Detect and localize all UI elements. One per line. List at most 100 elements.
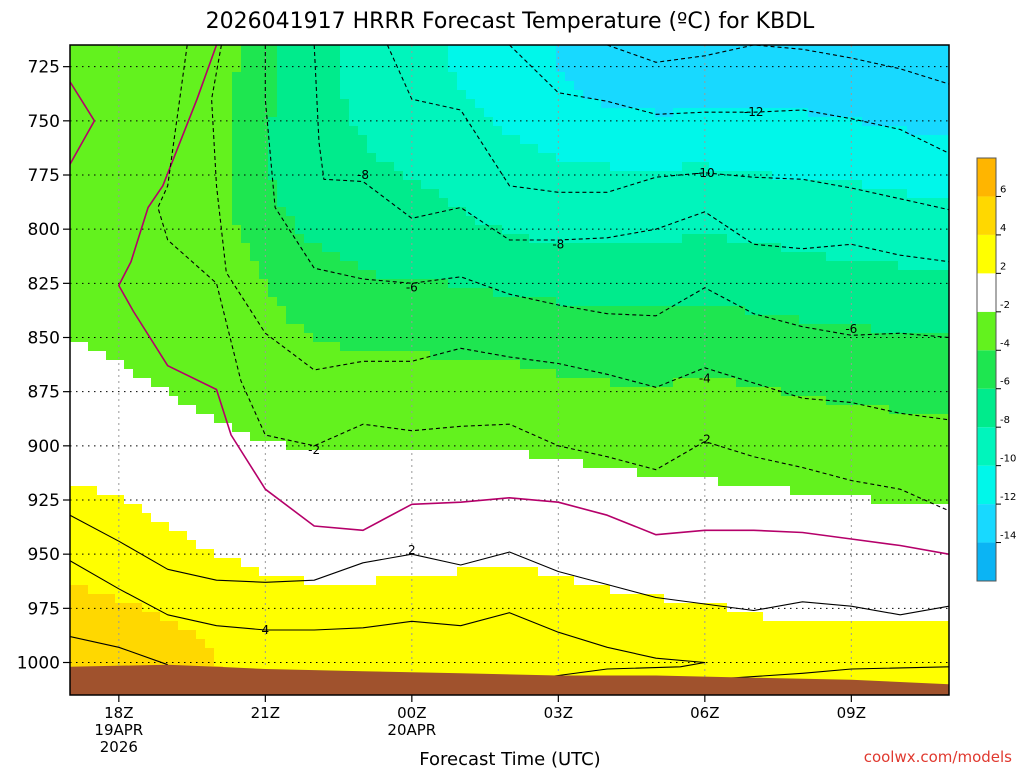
temperature-cell (664, 450, 674, 460)
temperature-cell (259, 432, 269, 442)
temperature-cell (115, 342, 125, 352)
temperature-cell (448, 81, 458, 91)
temperature-cell (565, 153, 575, 163)
temperature-cell (520, 324, 530, 334)
temperature-cell (637, 333, 647, 343)
temperature-cell (574, 441, 584, 451)
temperature-cell (322, 396, 332, 406)
temperature-cell (556, 63, 566, 73)
temperature-cell (556, 198, 566, 208)
temperature-cell (439, 90, 449, 100)
temperature-cell (304, 612, 314, 622)
temperature-cell (268, 387, 278, 397)
temperature-cell (358, 378, 368, 388)
temperature-cell (502, 630, 512, 640)
temperature-cell (178, 351, 188, 361)
temperature-cell (646, 414, 656, 424)
temperature-cell (70, 594, 80, 604)
temperature-cell (448, 45, 458, 55)
temperature-cell (457, 225, 467, 235)
temperature-cell (178, 414, 188, 424)
temperature-cell (286, 252, 296, 262)
temperature-cell (394, 468, 404, 478)
temperature-cell (115, 108, 125, 118)
temperature-cell (502, 594, 512, 604)
temperature-cell (574, 63, 584, 73)
temperature-cell (367, 414, 377, 424)
temperature-cell (277, 405, 287, 415)
temperature-cell (142, 594, 152, 604)
temperature-cell (376, 306, 386, 316)
temperature-cell (322, 324, 332, 334)
temperature-cell (655, 171, 665, 181)
temperature-cell (619, 288, 629, 298)
temperature-cell (583, 657, 593, 667)
temperature-cell (322, 108, 332, 118)
temperature-cell (268, 378, 278, 388)
temperature-cell (88, 657, 98, 667)
temperature-cell (322, 621, 332, 631)
temperature-cell (439, 486, 449, 496)
temperature-cell (340, 378, 350, 388)
temperature-cell (547, 513, 557, 523)
temperature-cell (457, 540, 467, 550)
temperature-cell (682, 288, 692, 298)
temperature-cell (223, 315, 233, 325)
temperature-cell (538, 378, 548, 388)
temperature-cell (547, 207, 557, 217)
temperature-cell (349, 180, 359, 190)
temperature-cell (574, 531, 584, 541)
temperature-cell (97, 594, 107, 604)
temperature-cell (160, 630, 170, 640)
temperature-cell (628, 540, 638, 550)
temperature-cell (250, 126, 260, 136)
temperature-cell (358, 360, 368, 370)
temperature-cell (349, 297, 359, 307)
temperature-cell (313, 468, 323, 478)
temperature-cell (133, 468, 143, 478)
temperature-cell (475, 351, 485, 361)
temperature-cell (313, 567, 323, 577)
temperature-cell (214, 189, 224, 199)
temperature-cell (97, 189, 107, 199)
temperature-cell (412, 243, 422, 253)
temperature-cell (538, 639, 548, 649)
temperature-cell (223, 486, 233, 496)
temperature-cell (466, 666, 476, 676)
temperature-cell (493, 648, 503, 658)
temperature-cell (547, 288, 557, 298)
temperature-cell (223, 369, 233, 379)
temperature-cell (556, 432, 566, 442)
temperature-cell (367, 252, 377, 262)
temperature-cell (520, 333, 530, 343)
temperature-cell (457, 162, 467, 172)
temperature-cell (556, 126, 566, 136)
temperature-cell (646, 612, 656, 622)
temperature-cell (349, 189, 359, 199)
temperature-cell (547, 612, 557, 622)
temperature-cell (367, 144, 377, 154)
temperature-cell (79, 504, 89, 514)
temperature-cell (106, 171, 116, 181)
temperature-cell (187, 423, 197, 433)
temperature-cell (223, 162, 233, 172)
temperature-cell (520, 99, 530, 109)
temperature-cell (439, 108, 449, 118)
temperature-cell (196, 261, 206, 271)
temperature-cell (187, 180, 197, 190)
temperature-cell (376, 495, 386, 505)
temperature-cell (484, 72, 494, 82)
temperature-cell (124, 315, 134, 325)
temperature-cell (142, 216, 152, 226)
temperature-cell (70, 468, 80, 478)
temperature-cell (520, 279, 530, 289)
temperature-cell (223, 648, 233, 658)
temperature-cell (286, 369, 296, 379)
temperature-cell (529, 423, 539, 433)
temperature-cell (448, 567, 458, 577)
temperature-cell (97, 585, 107, 595)
temperature-cell (205, 513, 215, 523)
temperature-cell (268, 90, 278, 100)
temperature-cell (115, 648, 125, 658)
temperature-cell (115, 504, 125, 514)
